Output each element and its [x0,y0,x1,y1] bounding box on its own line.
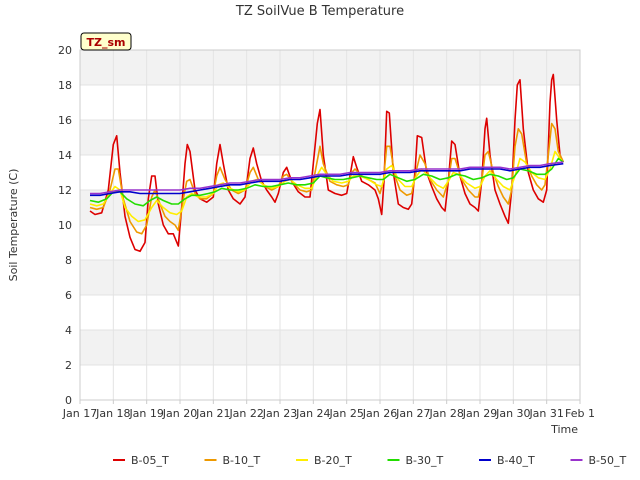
y-tick-label: 16 [58,114,72,127]
plot-band [80,260,580,295]
chart-title: TZ SoilVue B Temperature [235,4,404,19]
plot-band [80,155,580,190]
x-tick-label: Jan 29 [462,407,497,420]
plot-band [80,330,580,365]
legend: B-05_T B-10_T B-20_T B-30_T B-40_T B-50_T [113,454,627,467]
x-tick-label: Jan 20 [162,407,197,420]
legend-label: B-40_T [497,454,535,467]
y-axis-label: Soil Temperature (C) [7,169,20,282]
x-tick-label: Jan 26 [362,407,397,420]
plot-band [80,365,580,400]
plot-band [80,225,580,260]
plot-background-bands [80,50,580,400]
y-tick-label: 12 [58,184,72,197]
series-line-b-40_t [90,162,564,197]
x-tick-label: Jan 17 [62,407,97,420]
site-badge-label: TZ_sm [87,36,126,49]
series-line-b-05_t [89,73,565,253]
x-tick-label: Jan 24 [295,407,330,420]
series-line-b-10_t [89,122,565,235]
legend-label: B-20_T [314,454,352,467]
x-tick-label: Jan 21 [195,407,230,420]
x-tick-label: Jan 19 [128,407,163,420]
plot-band [80,85,580,120]
x-axis-label: Time [550,423,578,436]
y-tick-label: 4 [65,324,72,337]
plot-band [80,190,580,225]
plot-band [80,50,580,85]
x-tick-label: Jan 23 [262,407,297,420]
series-line-b-50_t [90,161,564,195]
y-tick-label: 10 [58,219,72,232]
site-badge: TZ_sm [80,32,132,51]
legend-label: B-30_T [406,454,444,467]
x-tick-label: Feb 1 [565,407,595,420]
series-line-b-30_t [89,157,564,207]
legend-label: B-10_T [223,454,261,467]
x-tick-label: Jan 28 [428,407,463,420]
legend-label: B-05_T [131,454,169,467]
x-tick-label: Jan 31 [528,407,563,420]
series-lines [89,73,565,253]
y-tick-label: 0 [65,394,72,407]
x-tick-label: Jan 25 [328,407,363,420]
x-tick-label: Jan 22 [228,407,263,420]
legend-label: B-50_T [589,454,627,467]
y-tick-label: 6 [65,289,72,302]
y-tick-label: 2 [65,359,72,372]
y-tick-label: 18 [58,79,72,92]
y-axis-ticks: 0 2 4 6 8 10 12 14 16 18 20 [58,44,72,407]
y-tick-label: 8 [65,254,72,267]
plot-frame [79,49,581,401]
x-tick-label: Jan 27 [395,407,430,420]
plot-band [80,295,580,330]
x-tick-label: Jan 30 [495,407,530,420]
x-tick-label: Jan 18 [95,407,130,420]
plot-band [80,120,580,155]
site-badge-box [80,32,132,51]
y-tick-label: 14 [58,149,72,162]
y-tick-label: 20 [58,44,72,57]
